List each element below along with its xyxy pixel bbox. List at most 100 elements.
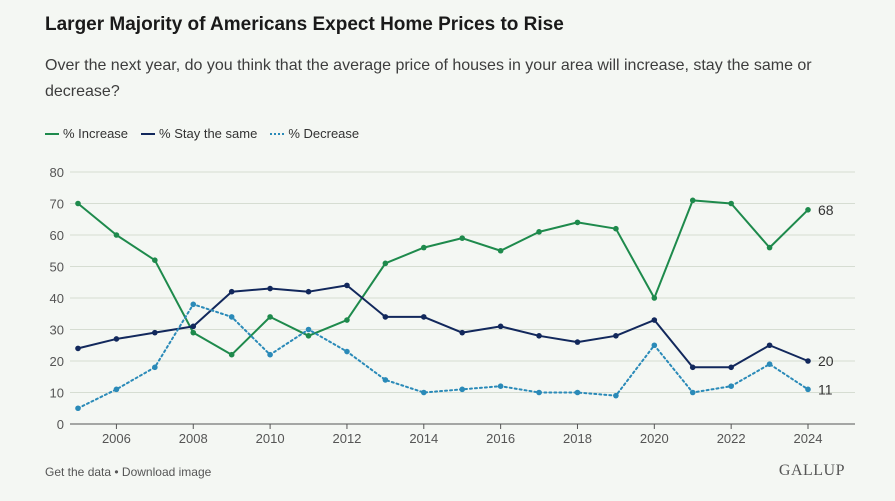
x-tick-label: 2014: [409, 431, 438, 446]
data-point[interactable]: [152, 364, 158, 371]
chart-subtitle: Over the next year, do you think that th…: [45, 57, 812, 100]
data-point[interactable]: [536, 229, 542, 235]
series-line-1: [77, 284, 809, 369]
legend-swatch-decrease: [270, 132, 285, 135]
data-point[interactable]: [344, 282, 350, 289]
data-point[interactable]: [613, 225, 619, 232]
x-tick-label: 2012: [332, 431, 361, 446]
y-tick-label: 20: [50, 354, 64, 369]
data-point[interactable]: [382, 314, 389, 320]
data-point[interactable]: [805, 358, 811, 364]
data-point[interactable]: [459, 329, 466, 336]
data-point[interactable]: [267, 285, 273, 292]
data-point[interactable]: [344, 348, 350, 355]
legend-swatch-stay-same: [141, 132, 156, 135]
data-point[interactable]: [152, 329, 158, 336]
data-point[interactable]: [728, 200, 734, 207]
x-axis-ticks: 2006 2008 2010 2012 2014 2016 2018 2020 2022 2024: [102, 424, 823, 446]
data-point[interactable]: [113, 336, 120, 342]
series-line-0: [77, 199, 809, 356]
y-tick-label: 80: [50, 165, 64, 180]
series-line-2: [77, 303, 809, 410]
y-tick-label: 60: [50, 228, 64, 243]
legend-item-stay-same: % Stay the same: [141, 126, 257, 141]
data-point[interactable]: [113, 232, 120, 238]
x-tick-label: 2020: [640, 431, 669, 446]
data-point[interactable]: [190, 329, 197, 336]
data-point[interactable]: [228, 314, 235, 320]
data-point[interactable]: [728, 364, 734, 371]
end-labels: 68 20 11: [818, 202, 834, 398]
data-point[interactable]: [651, 295, 658, 301]
data-point[interactable]: [75, 345, 81, 352]
end-label-2: 11: [818, 381, 833, 397]
data-point[interactable]: [689, 364, 696, 371]
data-point[interactable]: [420, 314, 427, 320]
y-tick-label: 70: [50, 197, 64, 212]
chart-title: Larger Majority of Americans Expect Home…: [45, 14, 564, 35]
end-label-0: 68: [818, 202, 834, 218]
x-tick-label: 2018: [563, 431, 592, 446]
data-point[interactable]: [574, 339, 581, 345]
data-point[interactable]: [190, 323, 197, 330]
get-data-link[interactable]: Get the data: [45, 465, 112, 479]
data-point[interactable]: [805, 207, 811, 213]
data-point[interactable]: [267, 351, 273, 358]
legend-item-decrease: % Decrease: [270, 126, 359, 141]
data-point[interactable]: [305, 288, 312, 295]
data-point[interactable]: [228, 288, 235, 295]
legend-label-decrease: % Decrease: [288, 126, 360, 141]
data-point[interactable]: [305, 333, 312, 339]
y-tick-label: 50: [50, 260, 64, 275]
data-point[interactable]: [574, 219, 581, 226]
data-point[interactable]: [190, 301, 197, 308]
download-image-link[interactable]: Download image: [121, 465, 212, 479]
data-point[interactable]: [305, 326, 312, 333]
y-tick-label: 30: [50, 323, 64, 338]
data-point[interactable]: [536, 333, 542, 339]
data-point[interactable]: [766, 342, 773, 349]
data-point[interactable]: [497, 323, 504, 330]
data-point[interactable]: [574, 389, 581, 396]
data-point[interactable]: [651, 317, 658, 323]
x-tick-label: 2008: [179, 431, 208, 446]
data-point[interactable]: [382, 377, 389, 383]
legend-item-increase: % Increase: [45, 126, 128, 141]
data-point[interactable]: [113, 386, 120, 393]
data-point[interactable]: [651, 342, 658, 349]
y-axis-ticks: 0 10 20 30 40 50 60 70 80: [50, 165, 64, 432]
data-point[interactable]: [766, 244, 773, 251]
data-point[interactable]: [459, 386, 466, 393]
data-point[interactable]: [228, 351, 235, 358]
data-point[interactable]: [420, 244, 427, 251]
x-tick-label: 2006: [102, 431, 131, 446]
data-point[interactable]: [75, 405, 81, 412]
footer-separator: •: [111, 465, 122, 479]
footer-links: Get the data • Download image: [45, 465, 211, 479]
data-point[interactable]: [689, 197, 696, 204]
data-point[interactable]: [344, 317, 350, 323]
data-point[interactable]: [805, 386, 811, 393]
data-point[interactable]: [497, 383, 504, 390]
data-point[interactable]: [382, 260, 389, 267]
data-point[interactable]: [75, 200, 81, 207]
data-point[interactable]: [267, 314, 273, 320]
end-label-1: 20: [818, 353, 834, 369]
data-point[interactable]: [766, 361, 773, 367]
data-point[interactable]: [613, 333, 619, 339]
data-point[interactable]: [459, 235, 466, 241]
gallup-logo: GALLUP: [778, 462, 845, 479]
x-tick-label: 2016: [486, 431, 515, 446]
x-tick-label: 2024: [794, 431, 823, 446]
data-point[interactable]: [689, 389, 696, 396]
data-point[interactable]: [613, 392, 619, 399]
data-point[interactable]: [152, 257, 158, 264]
x-tick-label: 2010: [256, 431, 285, 446]
data-point[interactable]: [420, 389, 427, 396]
data-point[interactable]: [728, 383, 734, 390]
data-point[interactable]: [536, 389, 542, 396]
x-tick-label: 2022: [717, 431, 746, 446]
legend-label-increase: % Increase: [63, 126, 129, 141]
data-point[interactable]: [497, 247, 504, 254]
